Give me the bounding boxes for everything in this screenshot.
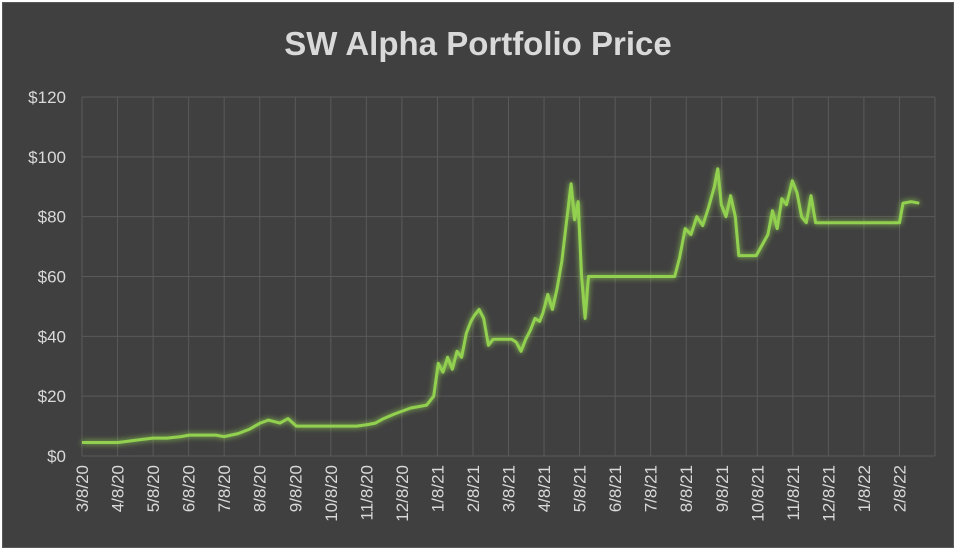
x-tick-label: 9/8/21 <box>713 465 732 512</box>
x-tick-label: 12/8/20 <box>393 465 412 522</box>
series-line <box>82 167 920 444</box>
x-tick-label: 7/8/20 <box>215 465 234 512</box>
y-tick-label: $100 <box>28 148 66 167</box>
x-tick-label: 9/8/20 <box>286 465 305 512</box>
x-tick-label: 11/8/20 <box>357 465 376 520</box>
y-tick-label: $120 <box>28 88 66 107</box>
x-tick-label: 1/8/21 <box>428 465 447 512</box>
x-tick-label: 12/8/21 <box>819 465 838 522</box>
x-tick-label: 3/8/20 <box>73 465 92 512</box>
x-tick-label: 2/8/21 <box>464 465 483 512</box>
y-tick-label: $80 <box>38 208 66 227</box>
plot-svg: $0 $20 $40 $60 $80 $100 $120 3/8/20 4/8/20 5/8/2… <box>28 88 936 522</box>
x-tick-label: 7/8/21 <box>642 465 661 512</box>
y-axis-labels: $0 $20 $40 $60 $80 $100 $120 <box>28 88 66 466</box>
x-tick-label: 6/8/20 <box>180 465 199 512</box>
y-tick-label: $20 <box>38 387 66 406</box>
x-tick-label: 6/8/21 <box>606 465 625 512</box>
x-tick-label: 5/8/20 <box>144 465 163 512</box>
x-tick-label: 3/8/21 <box>500 465 519 512</box>
y-tick-label: $0 <box>47 447 66 466</box>
x-tick-label: 2/8/22 <box>890 465 909 512</box>
x-tick-label: 8/8/21 <box>677 465 696 512</box>
x-tick-label: 4/8/21 <box>535 465 554 512</box>
x-tick-label: 10/8/21 <box>748 465 767 522</box>
x-tick-label: 5/8/21 <box>571 465 590 512</box>
x-tick-label: 8/8/20 <box>251 465 270 512</box>
gridlines <box>81 96 936 457</box>
x-tick-label: 11/8/21 <box>784 465 803 520</box>
x-tick-label: 1/8/22 <box>855 465 874 512</box>
x-tick-label: 4/8/20 <box>109 465 128 512</box>
y-tick-label: $40 <box>38 327 66 346</box>
chart-title: SW Alpha Portfolio Price <box>284 25 672 62</box>
x-axis-labels: 3/8/20 4/8/20 5/8/20 6/8/20 7/8/20 8/8/20 9/8/… <box>73 465 909 522</box>
y-tick-label: $60 <box>38 268 66 287</box>
series-line-group <box>82 167 920 444</box>
x-tick-label: 10/8/20 <box>322 465 341 522</box>
